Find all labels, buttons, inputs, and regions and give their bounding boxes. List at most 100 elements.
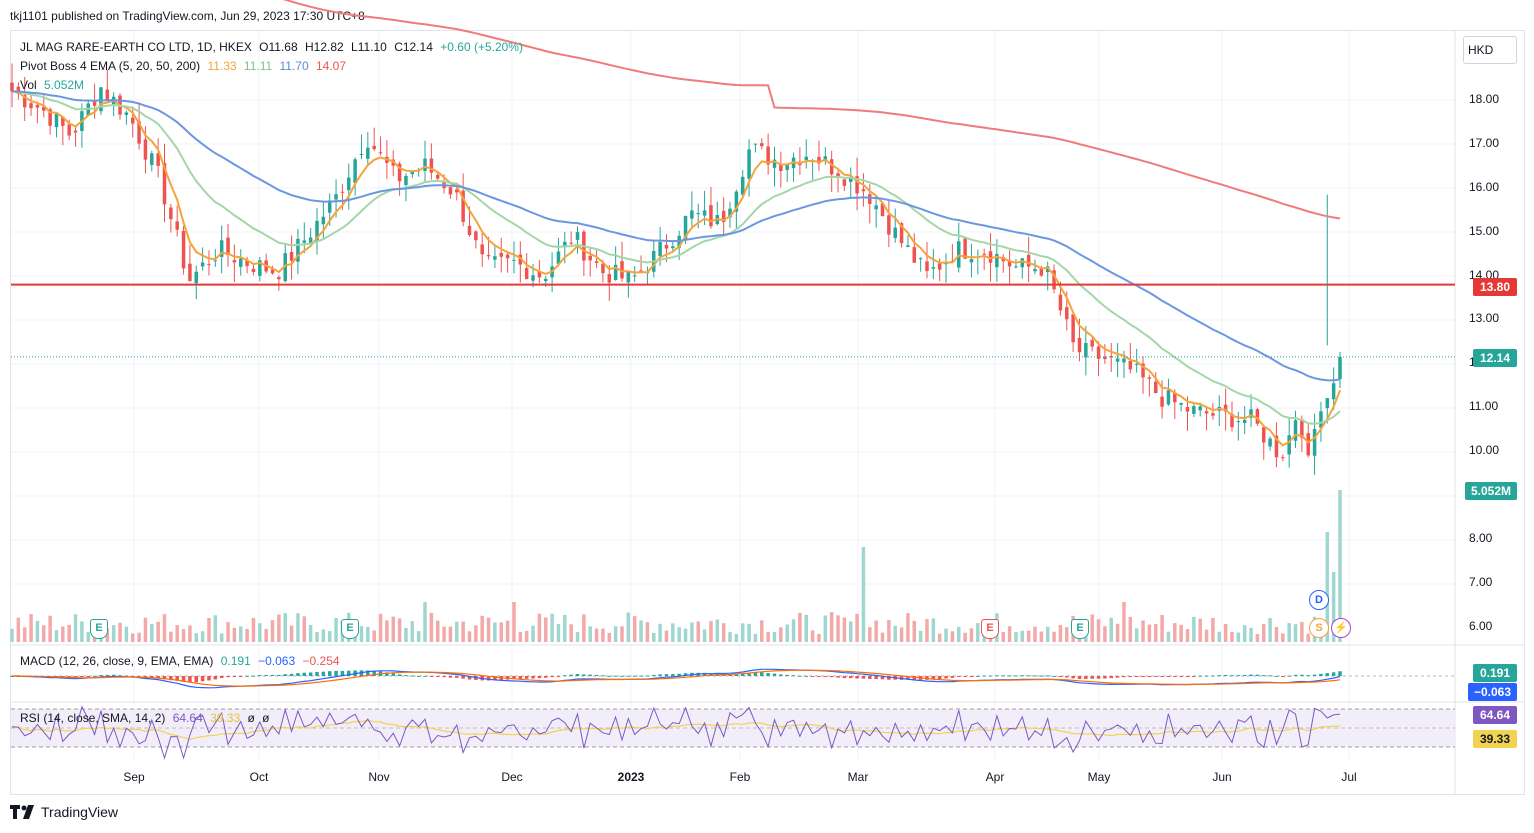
- volume-bar: [1109, 617, 1114, 642]
- volume-bar: [461, 621, 465, 642]
- macd-histogram-bar: [219, 676, 224, 678]
- volume-bar: [677, 627, 681, 642]
- flash-icon[interactable]: ⚡: [1331, 618, 1351, 638]
- volume-bar: [1173, 623, 1177, 642]
- macd-histogram-bar: [277, 674, 281, 676]
- macd-histogram-bar: [296, 673, 300, 676]
- volume-bar: [969, 628, 974, 642]
- macd-histogram-bar: [289, 673, 294, 676]
- volume-bar: [931, 618, 936, 642]
- volume-bar: [455, 621, 459, 642]
- candle-body: [1293, 420, 1298, 441]
- tradingview-logo[interactable]: TradingView: [10, 804, 118, 820]
- last-price-tag: 12.14: [1473, 349, 1517, 367]
- candle-body: [29, 103, 33, 109]
- volume-bar: [874, 620, 878, 642]
- candle-body: [404, 175, 408, 186]
- volume-bar: [512, 602, 516, 642]
- candle-body: [493, 256, 497, 260]
- macd-histogram-bar: [988, 675, 993, 677]
- candle-body: [397, 163, 402, 182]
- volume-bar: [238, 626, 243, 642]
- candle-body: [54, 113, 59, 128]
- volume-bar: [29, 614, 33, 642]
- macd-histogram-bar: [207, 676, 211, 681]
- ema50-line: [11, 90, 1341, 382]
- currency-button[interactable]: HKD: [1463, 36, 1517, 64]
- earnings-icon[interactable]: E: [981, 619, 999, 639]
- volume-bar: [1026, 630, 1031, 642]
- candle-body: [874, 205, 878, 210]
- dividend-icon[interactable]: D: [1309, 590, 1329, 610]
- macd-histogram-bar: [1045, 675, 1050, 677]
- macd-histogram-bar: [315, 671, 319, 676]
- macd-histogram-bar: [92, 675, 97, 677]
- candle-body: [283, 253, 287, 282]
- candle-body: [308, 237, 313, 244]
- volume-bar: [518, 632, 523, 642]
- candle-body: [1065, 307, 1069, 320]
- candle-body: [289, 251, 294, 261]
- candle-body: [105, 89, 110, 100]
- volume-bar: [130, 633, 135, 642]
- macd-histogram-bar: [264, 674, 268, 676]
- volume-bar: [766, 631, 770, 642]
- candle-body: [906, 245, 910, 247]
- macd-histogram-bar: [385, 672, 389, 676]
- macd-histogram-bar: [1109, 676, 1114, 679]
- candle-body: [664, 244, 669, 249]
- candle-body: [1020, 258, 1025, 268]
- macd-histogram-bar: [423, 675, 427, 677]
- earnings-icon[interactable]: E: [90, 619, 108, 639]
- time-axis-label: Nov: [368, 770, 390, 784]
- macd-histogram-bar: [200, 676, 205, 682]
- volume-bar: [702, 629, 707, 642]
- candle-body: [124, 112, 129, 115]
- macd-histogram-bar: [213, 676, 218, 680]
- vol-title[interactable]: Vol: [20, 78, 37, 92]
- volume-bar: [1020, 630, 1025, 642]
- candle-body: [188, 263, 192, 282]
- macd-histogram-bar: [798, 675, 802, 677]
- rsi-value: 64.64: [172, 711, 203, 725]
- split-icon[interactable]: S: [1309, 618, 1329, 638]
- volume-bar: [855, 613, 859, 642]
- volume-bar: [277, 614, 281, 642]
- macd-histogram-bar: [747, 672, 751, 676]
- volume-bar: [1255, 633, 1260, 642]
- volume-bar: [944, 628, 948, 642]
- volume-bar: [1039, 631, 1044, 642]
- earnings-icon[interactable]: E: [341, 619, 359, 639]
- macd-histogram-bar: [734, 673, 739, 676]
- time-axis-label: 2023: [617, 770, 645, 784]
- volume-bar: [1153, 623, 1158, 642]
- macd-histogram-bar: [950, 676, 955, 678]
- candle-body: [353, 159, 357, 183]
- macd-histogram-bar: [1039, 675, 1044, 677]
- candle-body: [1014, 266, 1018, 268]
- rsi-title[interactable]: RSI (14, close, SMA, 14, 2): [20, 711, 166, 725]
- price-axis-label: 7.00: [1469, 575, 1493, 589]
- macd-histogram-bar: [842, 676, 847, 679]
- candle-body: [524, 268, 529, 280]
- macd-tag: 0.191: [1473, 664, 1517, 682]
- macd-histogram-bar: [99, 675, 103, 677]
- macd-histogram-bar: [1134, 676, 1139, 677]
- macd-title[interactable]: MACD (12, 26, close, 9, EMA, EMA): [20, 654, 214, 668]
- macd-histogram-bar: [366, 670, 370, 676]
- candle-body: [988, 251, 993, 263]
- volume-bar: [925, 619, 929, 642]
- candle-body: [569, 242, 573, 244]
- volume-bar: [639, 620, 643, 642]
- candle-body: [1122, 358, 1126, 363]
- volume-bar: [1274, 626, 1279, 642]
- candle-body: [607, 274, 612, 283]
- earnings-icon[interactable]: E: [1071, 619, 1089, 639]
- candle-body: [537, 271, 542, 278]
- symbol-title[interactable]: JL MAG RARE-EARTH CO LTD, 1D, HKEX: [20, 40, 252, 54]
- ema-title[interactable]: Pivot Boss 4 EMA (5, 20, 50, 200): [20, 59, 201, 73]
- candle-body: [334, 194, 338, 200]
- macd-histogram-bar: [588, 674, 592, 676]
- volume-bar: [779, 627, 783, 642]
